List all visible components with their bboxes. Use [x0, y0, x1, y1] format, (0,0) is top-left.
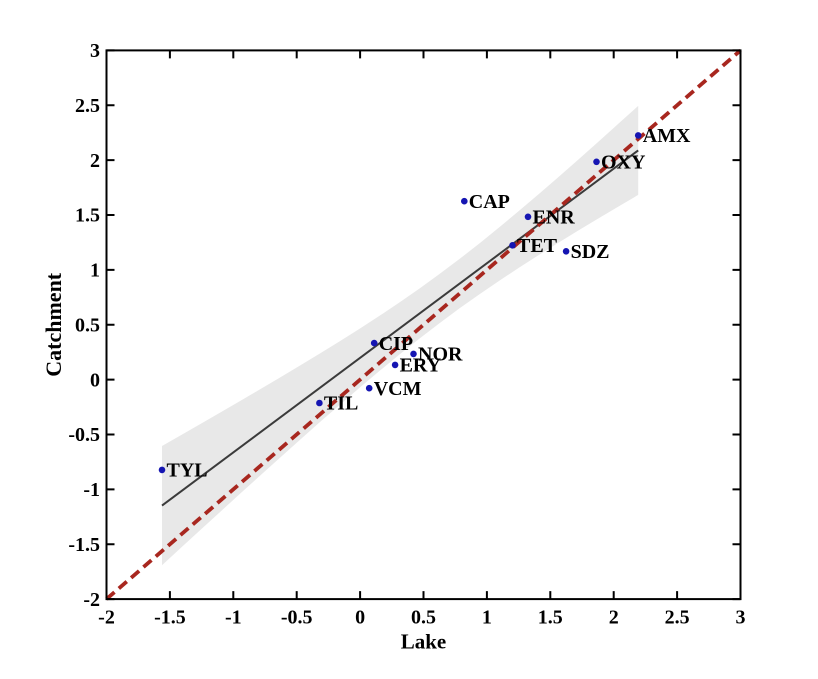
svg-text:-1.5: -1.5 [154, 607, 186, 629]
svg-text:Lake: Lake [401, 630, 447, 654]
svg-text:1: 1 [482, 607, 492, 629]
svg-text:TIL: TIL [324, 393, 358, 415]
svg-text:ERY: ERY [400, 355, 442, 377]
svg-text:0.5: 0.5 [75, 314, 100, 336]
svg-text:2: 2 [90, 150, 100, 172]
svg-text:1.5: 1.5 [538, 607, 563, 629]
svg-text:Catchment: Catchment [41, 272, 66, 377]
svg-text:2.5: 2.5 [665, 607, 690, 629]
svg-text:1: 1 [90, 260, 100, 282]
svg-text:NOR: NOR [418, 344, 463, 366]
svg-text:CAP: CAP [469, 191, 510, 213]
svg-text:-1: -1 [225, 607, 242, 629]
svg-text:VCM: VCM [374, 378, 422, 400]
svg-text:2: 2 [609, 607, 619, 629]
svg-text:-0.5: -0.5 [281, 607, 313, 629]
svg-text:CIP: CIP [379, 333, 413, 355]
svg-text:TYL: TYL [167, 460, 208, 482]
svg-text:-2: -2 [98, 607, 115, 629]
svg-text:-1.5: -1.5 [68, 534, 100, 556]
svg-text:0.5: 0.5 [411, 607, 436, 629]
svg-text:3: 3 [90, 40, 100, 62]
svg-text:-2: -2 [83, 589, 100, 611]
svg-text:SDZ: SDZ [571, 241, 610, 263]
svg-text:3: 3 [736, 607, 746, 629]
svg-text:0: 0 [355, 607, 365, 629]
svg-text:AMX: AMX [643, 125, 691, 147]
svg-text:TET: TET [517, 235, 558, 257]
svg-text:-1: -1 [83, 479, 100, 501]
svg-text:0: 0 [90, 369, 100, 391]
svg-text:ENR: ENR [533, 207, 576, 229]
svg-text:2.5: 2.5 [75, 95, 100, 117]
svg-text:-0.5: -0.5 [68, 424, 100, 446]
svg-text:OXY: OXY [601, 152, 646, 174]
svg-text:1.5: 1.5 [75, 205, 100, 227]
